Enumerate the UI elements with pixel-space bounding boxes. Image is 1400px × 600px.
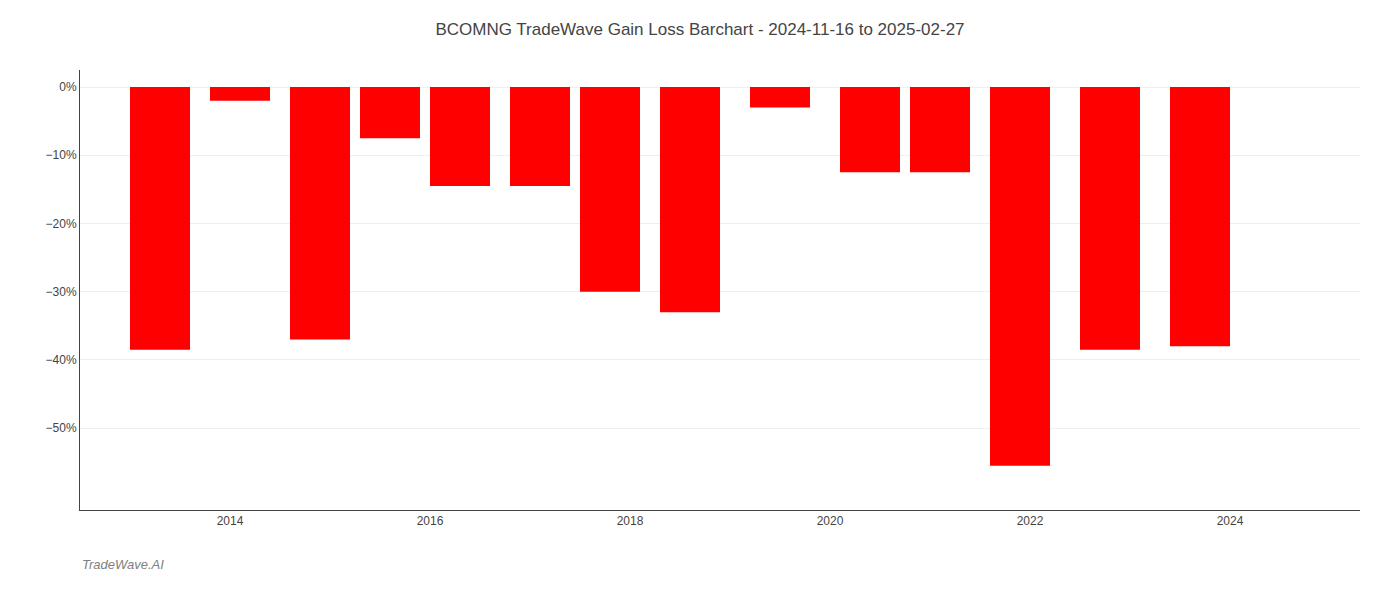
svg-text:−30%: −30% bbox=[46, 285, 77, 299]
svg-text:0%: 0% bbox=[59, 80, 77, 94]
svg-text:−10%: −10% bbox=[46, 148, 77, 162]
svg-text:TradeWave.AI: TradeWave.AI bbox=[82, 557, 164, 572]
svg-text:−40%: −40% bbox=[46, 353, 77, 367]
svg-text:2014: 2014 bbox=[217, 514, 244, 528]
svg-text:2016: 2016 bbox=[417, 514, 444, 528]
svg-text:−20%: −20% bbox=[46, 217, 77, 231]
svg-text:2022: 2022 bbox=[1017, 514, 1044, 528]
svg-text:−50%: −50% bbox=[46, 421, 77, 435]
svg-text:2018: 2018 bbox=[617, 514, 644, 528]
svg-text:BCOMNG TradeWave Gain Loss Bar: BCOMNG TradeWave Gain Loss Barchart - 20… bbox=[435, 20, 964, 39]
svg-text:2024: 2024 bbox=[1217, 514, 1244, 528]
svg-text:2020: 2020 bbox=[817, 514, 844, 528]
